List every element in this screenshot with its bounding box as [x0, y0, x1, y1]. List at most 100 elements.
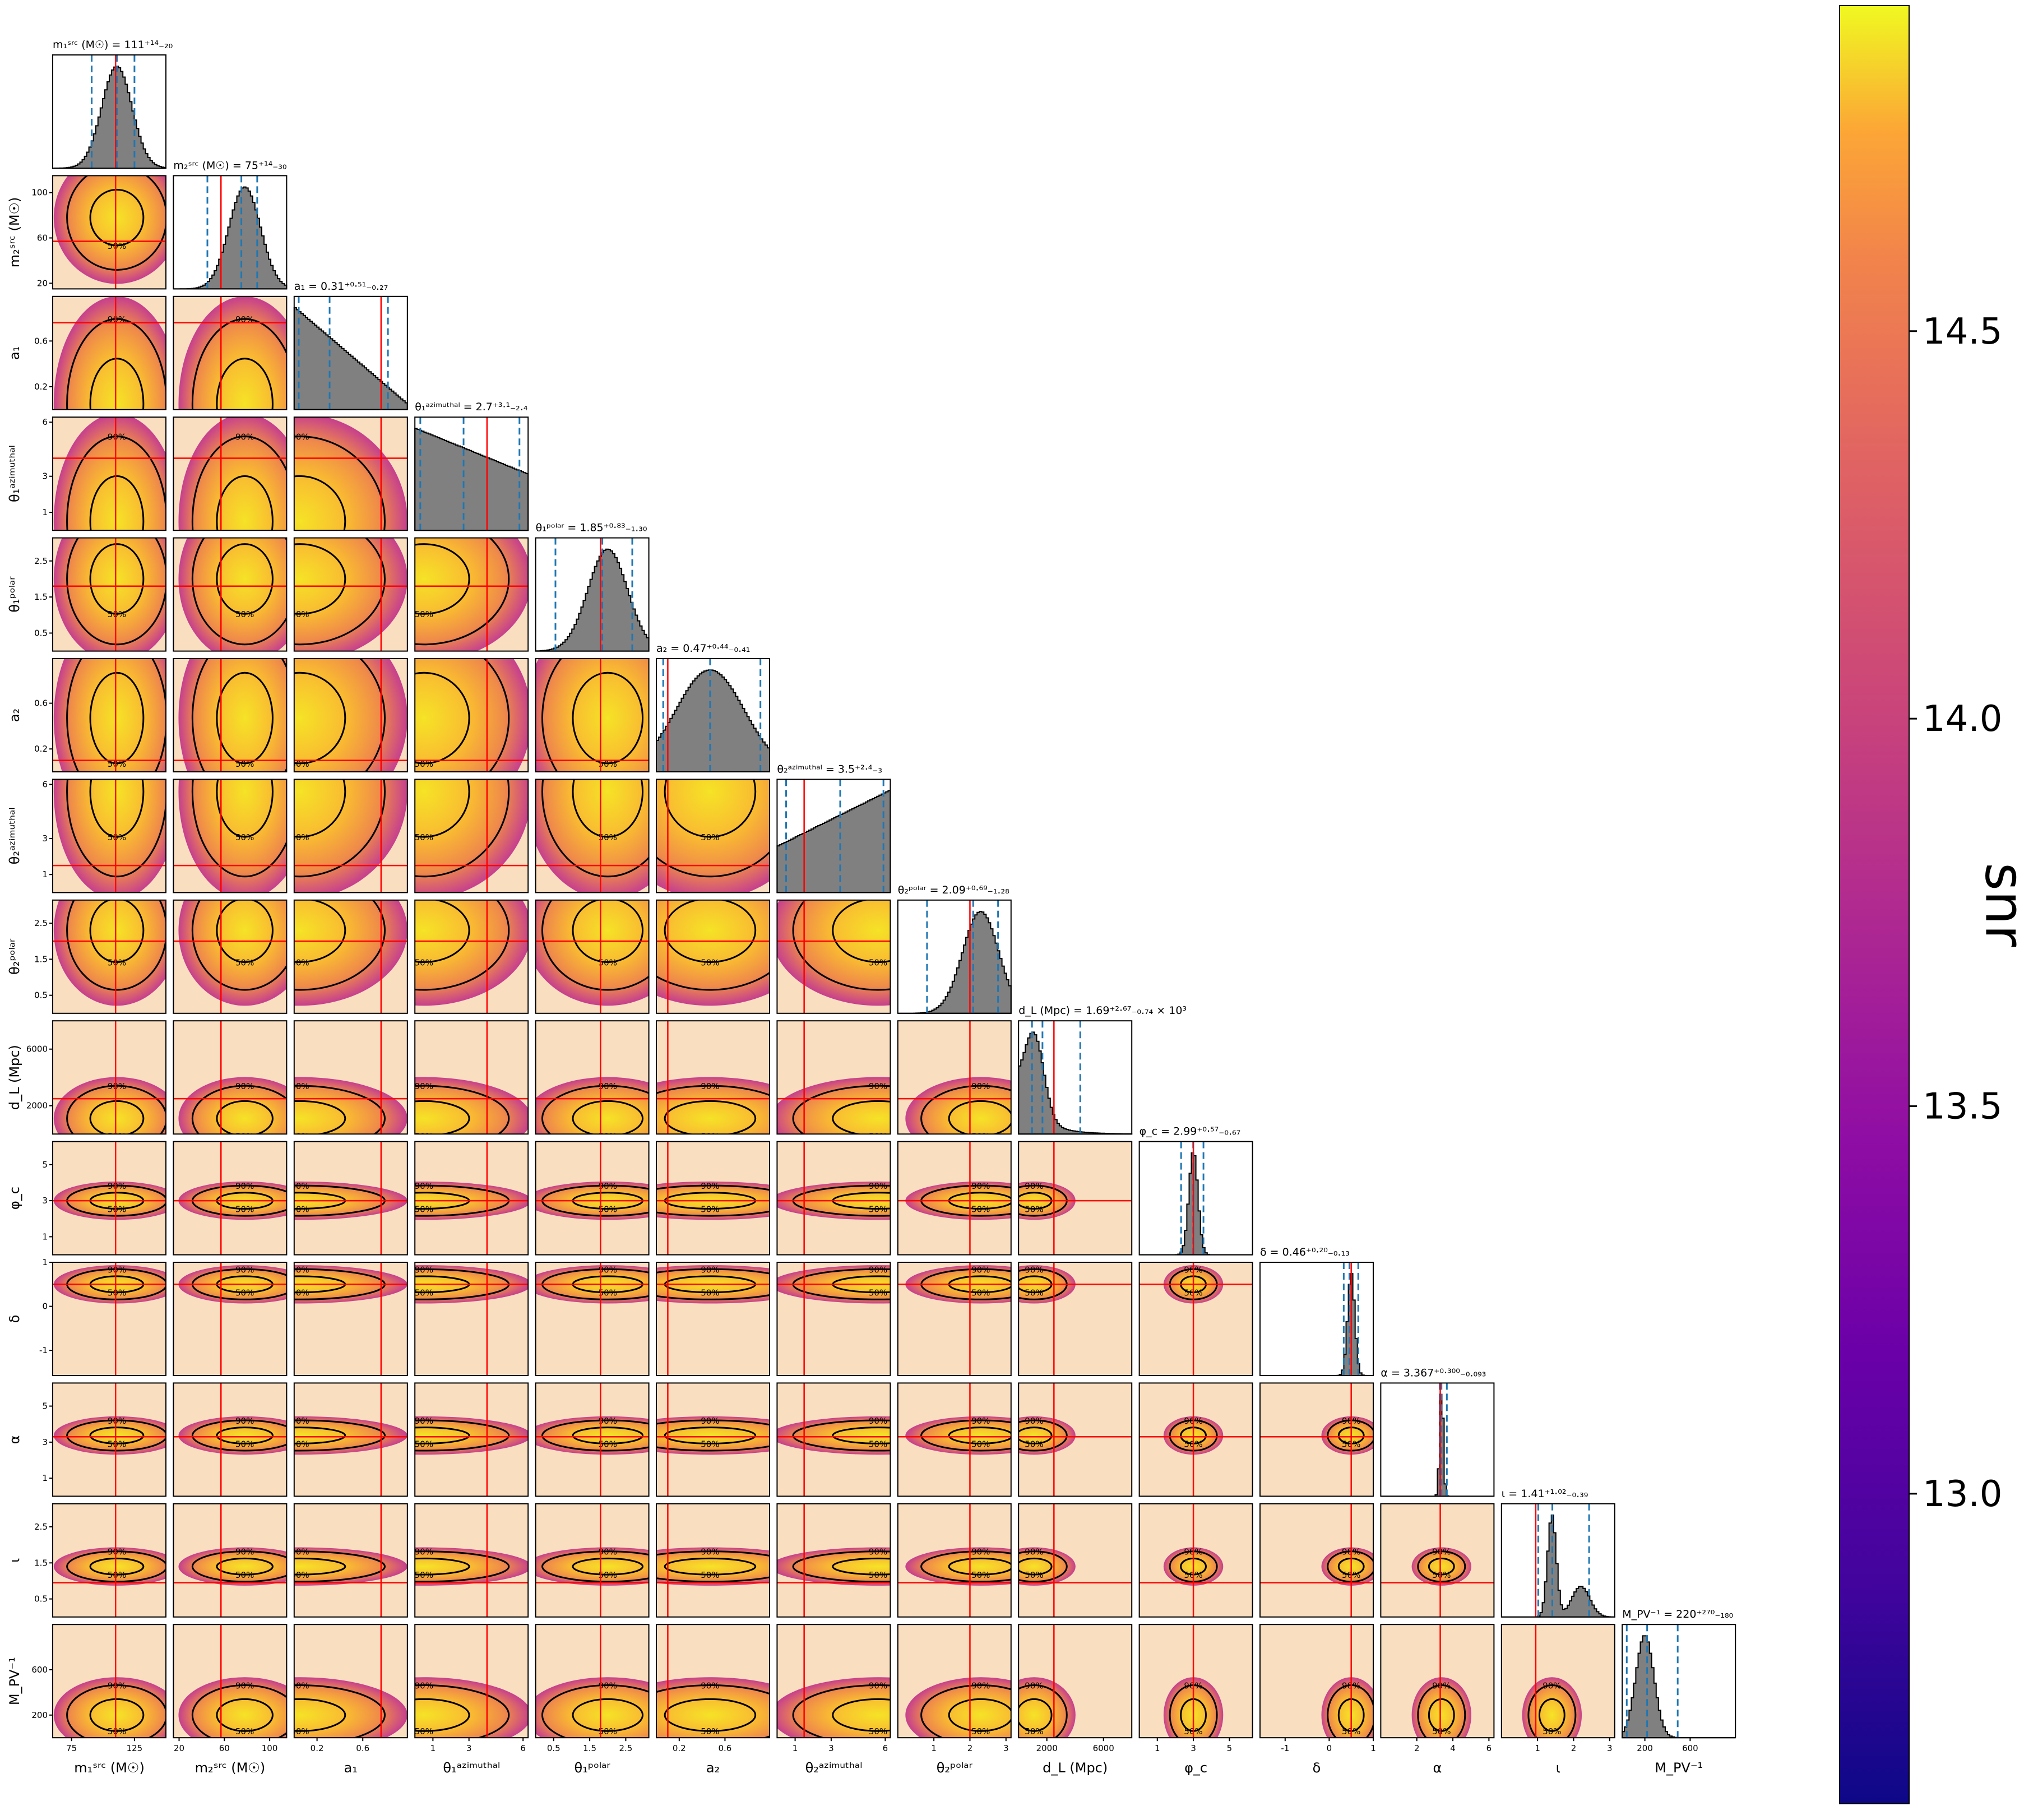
panel-frame	[897, 899, 1012, 1014]
density: 50%90%	[173, 779, 287, 893]
contour-label-50: 50%	[235, 1288, 254, 1298]
density: 50%90%	[415, 779, 529, 893]
density-blob	[777, 1416, 891, 1455]
contour-50	[294, 475, 346, 531]
y-axis-label-t1a: θ₁ᵃᶻⁱᵐᵘᵗʰᵃˡ	[7, 445, 22, 502]
y-axis-label-t2p: θ₂ᵖᵒˡᵃʳ	[7, 938, 22, 975]
y-axis-label-mpv: M_PV⁻¹	[7, 1657, 22, 1705]
histogram-title-t2a: θ₂ᵃᶻⁱᵐᵘᵗʰᵃˡ = 3.5⁺²·⁴₋₃	[777, 763, 882, 775]
x-axis-label-t1a: θ₁ᵃᶻⁱᵐᵘᵗʰᵃˡ	[443, 1760, 500, 1776]
contour-label-50: 50%	[235, 1439, 254, 1449]
density: 50%90%	[1381, 1503, 1494, 1617]
density: 50%90%	[53, 1383, 166, 1497]
contour-label-50: 50%	[290, 1288, 309, 1298]
panel-frame	[414, 1262, 529, 1376]
density-blob	[656, 1547, 770, 1586]
colorbar-ticks: 13.0 13.5 14.0 14.5	[1909, 311, 2003, 1515]
histogram-iota	[1501, 1515, 1615, 1618]
histogram-delta	[1260, 1273, 1373, 1376]
density: 50%90%	[535, 779, 649, 893]
panel-dL-m1: 50% 90% 2000 6000 d_L (Mpc)	[7, 1020, 166, 1135]
histogram-a1	[293, 307, 408, 410]
contour-label-50: 50%	[235, 1205, 254, 1215]
panel-iota-t2a: 50% 90%	[776, 1503, 891, 1618]
contour-label-90: 90%	[869, 1081, 887, 1091]
contour-90	[920, 1419, 1011, 1452]
panel-mpv-a2: 50% 90% 0.2 0.6 a₂	[656, 1624, 770, 1776]
panel-frame	[535, 1141, 650, 1256]
contour-label-90: 90%	[701, 1680, 719, 1691]
contour-label-50: 50%	[971, 1439, 990, 1449]
panel-frame	[1018, 1382, 1133, 1497]
panel-frame	[293, 779, 408, 893]
y-tick-label: 1	[42, 507, 48, 517]
x-tick-label: 2	[1414, 1743, 1420, 1753]
density: 50%90%	[173, 1624, 287, 1738]
contour-90	[415, 779, 510, 878]
density-blob	[656, 900, 770, 1006]
contour-label-90: 90%	[971, 1081, 990, 1091]
contour-label-90: 90%	[1025, 1265, 1043, 1275]
density: 50%90%	[290, 1141, 407, 1255]
contour-90	[359, 659, 386, 772]
density-blob	[1321, 1677, 1373, 1738]
density-blob	[294, 1416, 407, 1455]
contour-90	[415, 1419, 510, 1452]
contour-50	[216, 475, 274, 531]
contour-label-50: 50%	[599, 957, 617, 967]
contour-50	[1428, 1557, 1455, 1576]
contour-50	[572, 1698, 644, 1732]
panel-frame	[535, 1382, 650, 1497]
x-tick-label: 1	[1155, 1743, 1160, 1753]
x-tick-label: 1	[931, 1743, 937, 1753]
contour-50	[216, 358, 274, 410]
contour-label-90: 90%	[290, 1181, 309, 1191]
x-tick-label: 6000	[1093, 1743, 1114, 1753]
contour-50	[664, 779, 757, 838]
panel-frame	[656, 1262, 770, 1376]
contour-label-50: 50%	[235, 1570, 254, 1580]
contour-label-50: 50%	[108, 1439, 126, 1449]
y-tick-label: 6	[42, 779, 48, 789]
density: 50%90%	[53, 659, 166, 772]
contour-90	[920, 1085, 1011, 1134]
density: 50%90%	[1139, 1503, 1253, 1617]
contour-50	[832, 1557, 891, 1576]
density: 50%90%	[290, 1262, 407, 1376]
density-blob	[53, 175, 166, 284]
panel-frame	[52, 416, 166, 531]
histogram-title-a2: a₂ = 0.47⁺⁰·⁴⁴₋₀.₄₁	[656, 642, 750, 655]
contour-90	[66, 318, 166, 410]
contour-label-90: 90%	[415, 1081, 433, 1091]
y-tick-label: 5	[42, 1401, 48, 1411]
density: 50%90%	[656, 1503, 770, 1617]
panel-frame	[1259, 1503, 1374, 1618]
contour-50	[572, 900, 644, 963]
panel-t1p-m2: 50%90%	[173, 537, 288, 652]
panel-frame	[414, 1141, 529, 1256]
density-blob	[178, 417, 287, 531]
panel-frame	[1380, 1382, 1495, 1497]
density-blob	[53, 1677, 166, 1738]
y-tick-label: 100	[31, 188, 48, 198]
contour-50	[1018, 1427, 1053, 1444]
contour-90	[415, 1085, 510, 1134]
contour-label-90: 90%	[1543, 1680, 1561, 1691]
density-blob	[178, 296, 287, 410]
contour-label-90: 90%	[599, 1181, 617, 1191]
contour-label-50: 50%	[1025, 1726, 1043, 1736]
density-blob	[535, 1547, 649, 1586]
density-blob	[656, 1416, 770, 1455]
contour-label-90: 90%	[599, 1680, 617, 1691]
panel-delta-t1p: 50% 90%	[535, 1262, 650, 1376]
contour-label-50: 50%	[235, 832, 254, 842]
contour-90	[541, 659, 562, 772]
contour-50	[89, 358, 145, 410]
panel-frame	[897, 1382, 1012, 1497]
colorbar-label: snr	[1974, 863, 2036, 947]
panel-t1a-m2: 50%90%	[173, 416, 288, 531]
density: 50%90%	[777, 1141, 891, 1255]
panel-t2a-t1a: 50%90%	[414, 779, 529, 893]
panel-frame	[776, 899, 891, 1014]
